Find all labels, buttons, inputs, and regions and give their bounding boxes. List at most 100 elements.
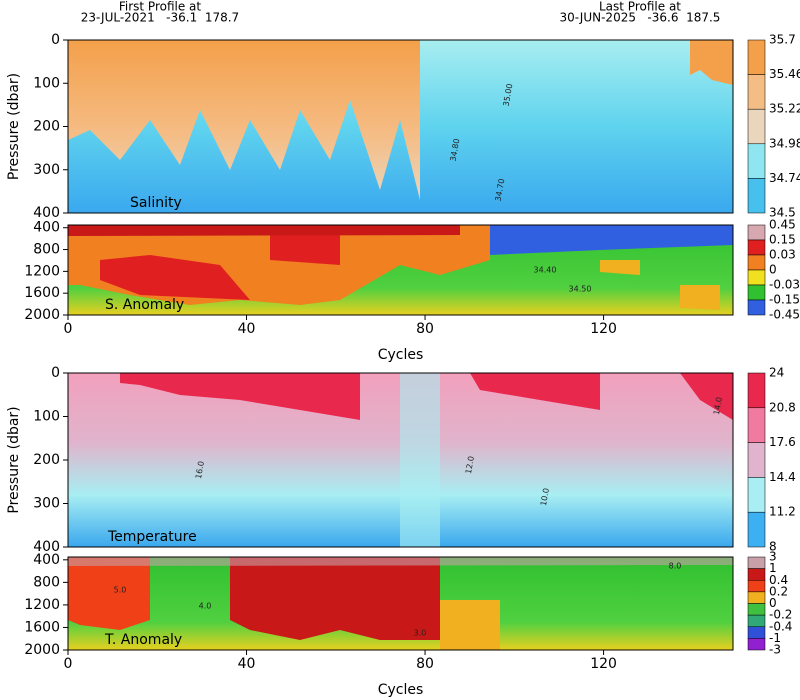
colorbar-segment [747, 74, 766, 110]
colorbar-segment [747, 477, 766, 513]
colorbar-label: -3 [769, 643, 781, 657]
colorbar-label: 11.2 [769, 505, 796, 519]
colorbar-label: 0.2 [769, 584, 788, 598]
colorbar-label: 35.22 [769, 102, 800, 116]
colorbar-segment [747, 568, 766, 581]
colorbar-label: -0.45 [769, 308, 800, 322]
contour-label: 14.0 [712, 396, 724, 415]
colorbar-label: 8 [769, 540, 777, 554]
colorbar-segment [747, 224, 766, 241]
y-tick-label: 100 [33, 75, 60, 91]
x-tick-label: 0 [64, 321, 73, 337]
y-tick-label: 0 [51, 365, 60, 381]
contour-label: 8.0 [669, 562, 682, 571]
colorbar-label: -0.15 [769, 293, 800, 307]
y-tick-label: 1600 [24, 619, 60, 635]
y-tick-label: 1200 [24, 597, 60, 613]
panel-title: Temperature [107, 529, 197, 545]
temperature-field [68, 373, 733, 547]
x-tick-label: 80 [416, 321, 434, 337]
colorbar-segment [747, 591, 766, 604]
colorbar-segment [747, 556, 766, 569]
colorbar-segment [747, 239, 766, 256]
colorbar-label: 0.15 [769, 233, 796, 247]
x-tick-label: 0 [64, 656, 73, 672]
colorbar-segment [747, 178, 766, 214]
colorbar-segment [747, 143, 766, 179]
colorbar-label: 1 [769, 561, 777, 575]
first-profile-info: 23-JUL-2021 -36.1 178.7 [81, 11, 239, 25]
colorbar-label: 3 [769, 550, 777, 564]
y-tick-label: 200 [33, 119, 60, 135]
y-tick-label: 1200 [24, 263, 60, 279]
colorbar-label: -1 [769, 631, 781, 645]
colorbar-label: 20.8 [769, 400, 796, 414]
colorbar-segment [747, 254, 766, 271]
contour-label: 16.0 [194, 460, 206, 479]
panel-title: S. Anomaly [105, 297, 184, 313]
panel-title: Salinity [130, 195, 182, 211]
colorbar-segment [747, 614, 766, 627]
x-tick-label: 80 [416, 656, 434, 672]
contour-label: 12.0 [464, 455, 476, 474]
colorbar-segment [747, 284, 766, 301]
plot-frame [67, 224, 734, 316]
last-profile-info: 30-JUN-2025 -36.6 187.5 [560, 11, 721, 25]
y-tick-label: 2000 [24, 642, 60, 658]
colorbar-label: -0.2 [769, 608, 792, 622]
y-tick-label: 1600 [24, 285, 60, 301]
colorbar-label: 24 [769, 366, 784, 380]
contour-label: 3.0 [414, 629, 427, 638]
y-tick-label: 400 [33, 552, 60, 568]
s-anomaly-field [68, 225, 733, 315]
colorbar-segment [747, 580, 766, 593]
plot-frame [67, 556, 734, 651]
contour-label: 10.0 [539, 487, 551, 506]
colorbar-label: 0.4 [769, 573, 788, 587]
colorbar-label: 35.46 [769, 67, 800, 81]
colorbar-label: 34.5 [769, 206, 796, 220]
contour-label: 4.0 [199, 602, 212, 611]
y-axis-label: Pressure (dbar) [6, 406, 22, 513]
colorbar-label: -0.4 [769, 619, 792, 633]
x-tick-label: 40 [238, 321, 256, 337]
x-axis-label: Cycles [378, 682, 424, 698]
contour-label: 5.0 [114, 586, 127, 595]
colorbar-label: 0 [769, 263, 777, 277]
colorbar-segment [747, 372, 766, 409]
colorbar-segment [747, 299, 766, 316]
y-tick-label: 300 [33, 496, 60, 512]
t-anomaly-field [68, 557, 733, 650]
salinity-field [68, 40, 733, 213]
contour-label: 34.40 [534, 266, 557, 275]
last-profile-label: Last Profile at [599, 0, 681, 14]
contour-label: 34.80 [449, 138, 462, 162]
colorbar-segment [747, 108, 766, 145]
x-tick-label: 120 [590, 321, 617, 337]
panel-title: T. Anomaly [104, 632, 182, 648]
y-tick-label: 0 [51, 32, 60, 48]
colorbar-segment [747, 511, 766, 548]
colorbar-label: 0 [769, 596, 777, 610]
y-tick-label: 300 [33, 162, 60, 178]
colorbar-segment [747, 442, 766, 478]
colorbar-label: 0.03 [769, 248, 796, 262]
colorbar-label: 34.74 [769, 171, 800, 185]
contour-label: 34.50 [569, 285, 592, 294]
y-tick-label: 800 [33, 242, 60, 258]
y-tick-label: 400 [33, 205, 60, 221]
y-tick-label: 200 [33, 452, 60, 468]
first-profile-label: First Profile at [119, 0, 202, 14]
contour-label: 35.00 [502, 83, 515, 107]
x-tick-label: 120 [590, 656, 617, 672]
x-tick-label: 40 [238, 656, 256, 672]
colorbar-segment [747, 638, 766, 651]
y-axis-label: Pressure (dbar) [6, 73, 22, 180]
colorbar-label: 0.45 [769, 218, 796, 232]
colorbar-label: 34.98 [769, 136, 800, 150]
y-tick-label: 2000 [24, 307, 60, 323]
colorbar-segment [747, 269, 766, 286]
y-tick-label: 400 [33, 220, 60, 236]
contour-label: 34.70 [494, 178, 507, 202]
